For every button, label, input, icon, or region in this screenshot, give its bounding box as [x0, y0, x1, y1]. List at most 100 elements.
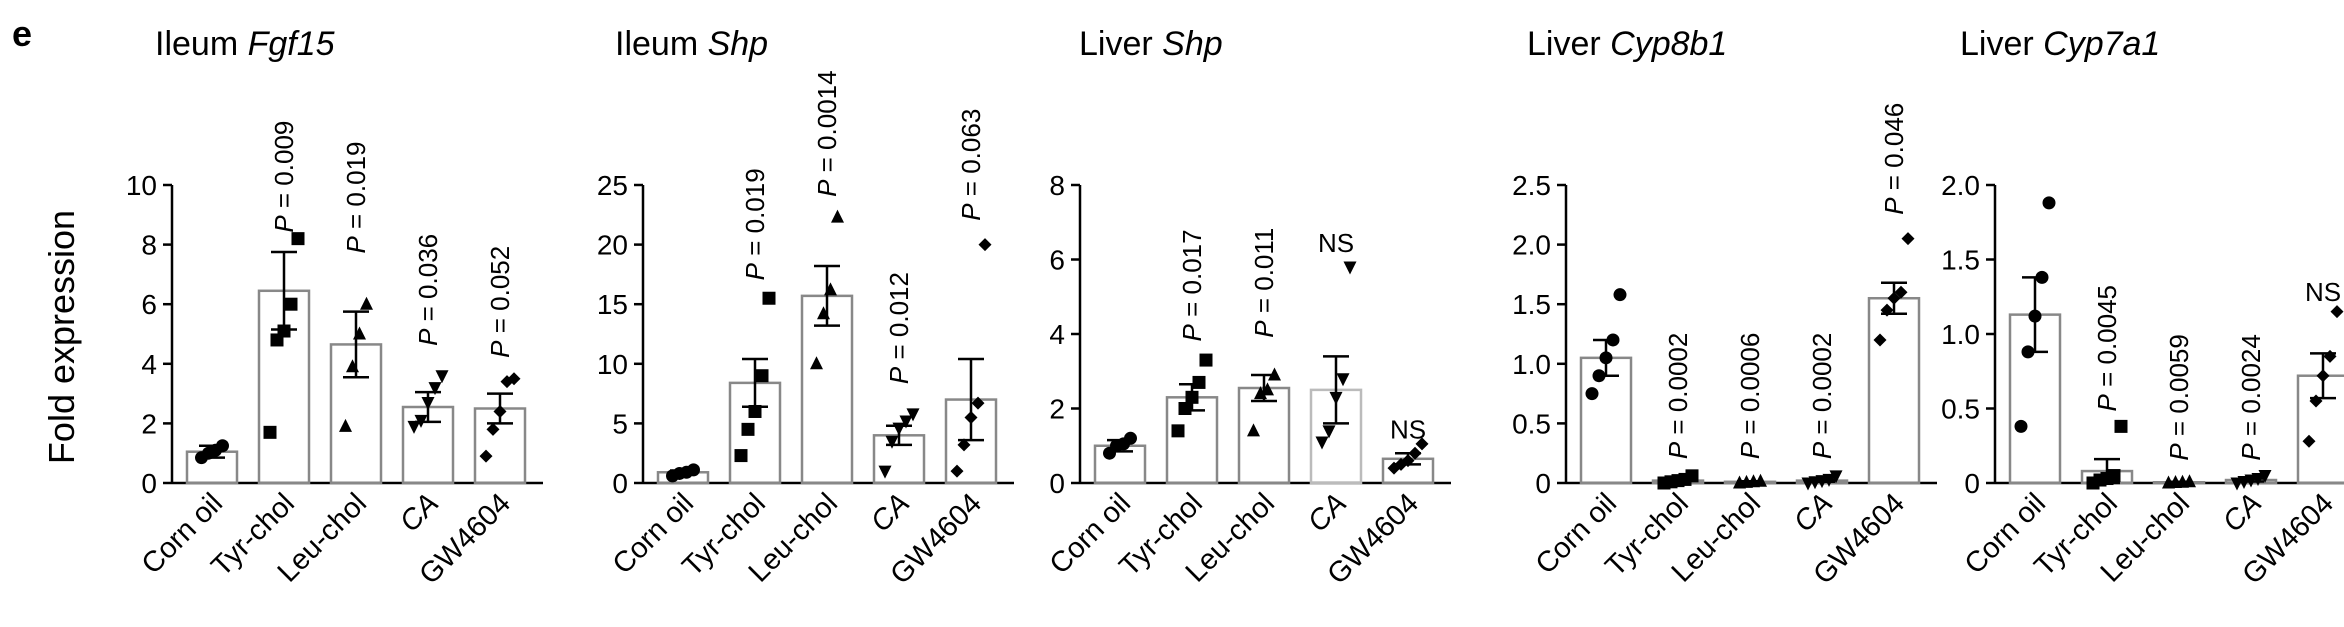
y-tick-label: 1.5: [1512, 289, 1551, 320]
data-point: [1254, 386, 1267, 400]
y-tick-label: 2.5: [1512, 170, 1551, 201]
y-tick-label: 2: [141, 408, 157, 439]
annotation-p-value: P = 0.046: [1879, 103, 1909, 215]
data-point: [2114, 419, 2128, 433]
y-tick-label: 15: [597, 289, 628, 320]
data-point: [1247, 423, 1260, 437]
annotation-p-value: P = 0.009: [269, 121, 299, 233]
y-tick-label: 0.5: [1941, 394, 1980, 425]
x-tick-label: CA: [394, 487, 445, 538]
annotation-p-value: P = 0.0059: [2164, 334, 2194, 461]
data-point: [1315, 436, 1329, 450]
y-tick-label: 20: [597, 230, 628, 261]
data-point: [899, 415, 913, 429]
data-point: [1880, 303, 1894, 317]
y-tick-label: 1.5: [1941, 245, 1980, 276]
y-tick-label: 8: [141, 230, 157, 261]
data-point: [817, 306, 830, 320]
data-point: [507, 372, 521, 386]
data-point: [1408, 446, 1422, 460]
y-tick-label: 8: [1049, 170, 1065, 201]
annotation-p-value: P = 0.0014: [812, 70, 842, 197]
annotation-p-value: P = 0.012: [884, 272, 914, 384]
data-point: [2258, 470, 2272, 484]
data-point: [493, 404, 507, 418]
data-point: [2107, 469, 2121, 483]
annotation-p-value: P = 0.011: [1249, 228, 1279, 338]
annotation-p-value: P = 0.0002: [1807, 333, 1837, 460]
y-tick-label: 2: [1049, 394, 1065, 425]
data-point: [978, 238, 992, 252]
data-point: [906, 408, 920, 422]
data-point: [2042, 196, 2056, 210]
data-point: [2028, 309, 2042, 323]
data-point: [2302, 434, 2316, 448]
data-point: [687, 463, 700, 477]
data-point: [479, 449, 493, 463]
data-point: [964, 410, 978, 424]
annotation-p-value: P = 0.0006: [1735, 333, 1765, 460]
data-point: [291, 232, 305, 246]
data-point: [2021, 345, 2035, 359]
data-point: [1261, 382, 1274, 396]
annotation-p-value: P = 0.036: [413, 234, 443, 346]
data-point: [755, 369, 769, 383]
y-tick-label: 0: [1535, 468, 1551, 499]
data-point: [1171, 424, 1185, 438]
bar: [2296, 374, 2344, 485]
y-tick-label: 1.0: [1941, 319, 1980, 350]
annotation-p-value: P = 0.017: [1177, 229, 1207, 341]
y-tick-label: 0.5: [1512, 408, 1551, 439]
data-point: [885, 435, 899, 449]
data-point: [2014, 419, 2028, 433]
y-tick-label: 2.0: [1512, 230, 1551, 261]
annotation-p-value: P = 0.019: [341, 141, 371, 253]
y-tick-label: 1.0: [1512, 349, 1551, 380]
data-point: [1192, 375, 1206, 389]
y-tick-label: 4: [141, 349, 157, 380]
data-point: [1585, 387, 1599, 401]
data-point: [284, 297, 298, 311]
data-point: [1124, 431, 1137, 445]
data-point: [1322, 425, 1336, 439]
data-point: [1178, 402, 1192, 415]
data-point: [950, 464, 964, 478]
data-point: [414, 414, 428, 428]
data-point: [1613, 288, 1627, 302]
y-tick-label: 6: [141, 289, 157, 320]
data-point: [2183, 474, 2196, 488]
data-point: [2330, 305, 2344, 319]
data-point: [1754, 473, 1767, 487]
data-point: [360, 296, 373, 310]
x-tick-label: CA: [865, 487, 916, 538]
data-point: [428, 382, 442, 396]
data-point: [957, 438, 971, 452]
data-point: [824, 282, 837, 296]
annotation-p-value: P = 0.0045: [2092, 285, 2122, 412]
annotation-ns: NS: [1318, 228, 1354, 258]
data-point: [1901, 232, 1915, 246]
data-point: [892, 422, 906, 436]
data-point: [486, 422, 500, 436]
chart-title: Liver Cyp8b1: [1527, 25, 1727, 63]
data-point: [407, 420, 421, 434]
data-point: [1185, 390, 1199, 404]
data-point: [2323, 349, 2337, 363]
y-axis-label: Fold expression: [41, 210, 82, 464]
x-tick-label: CA: [1788, 487, 1839, 538]
data-point: [831, 209, 844, 223]
data-point: [1606, 333, 1620, 347]
data-point: [1401, 454, 1415, 468]
annotation-p-value: P = 0.0002: [1663, 333, 1693, 460]
annotation-p-value: P = 0.052: [485, 246, 515, 358]
y-tick-label: 4: [1049, 319, 1065, 350]
data-point: [346, 359, 359, 373]
panel-label: e: [12, 13, 32, 54]
data-point: [2309, 394, 2323, 408]
data-point: [339, 418, 352, 432]
data-point: [1829, 470, 1843, 484]
